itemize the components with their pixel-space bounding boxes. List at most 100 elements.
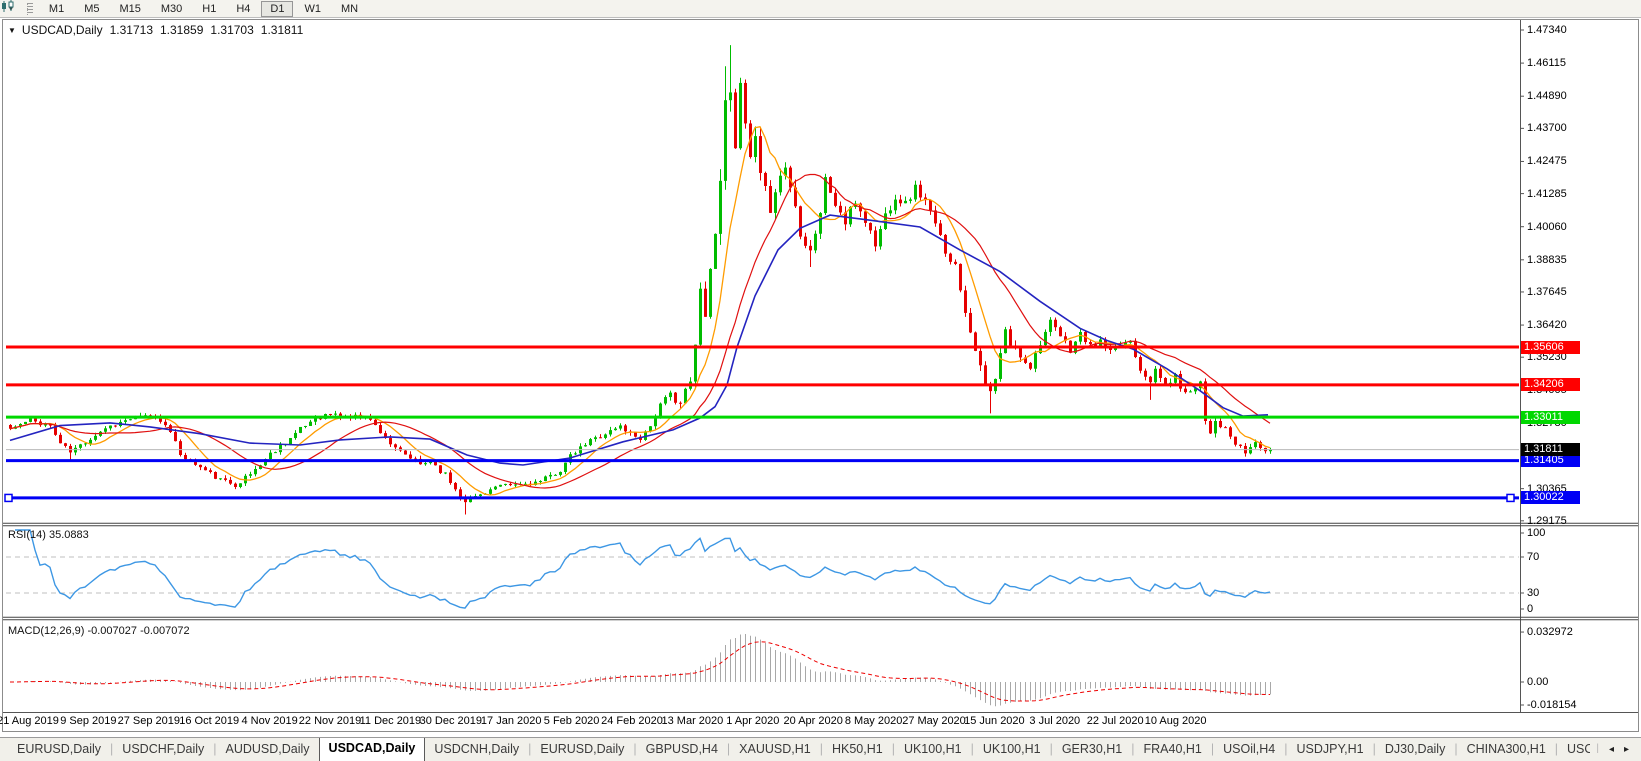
date-axis-label: 3 Jul 2020	[1029, 715, 1081, 727]
timeframe-button-m1[interactable]: M1	[48, 2, 65, 15]
chart-type-button[interactable]: ▼	[0, 0, 19, 16]
hline-price-tag[interactable]: 1.35606	[1521, 340, 1580, 354]
tab-gbpusd-h4[interactable]: GBPUSD,H4	[645, 742, 718, 756]
tab-separator: |	[1049, 742, 1053, 756]
price-tick-label: 1.29175	[1527, 514, 1567, 527]
tab-eurusd-daily[interactable]: EURUSD,Daily	[540, 742, 625, 756]
tab-separator: |	[1596, 743, 1599, 754]
tab-uk100-h1[interactable]: UK100,H1	[982, 742, 1041, 756]
date-axis-label: 9 Sep 2019	[60, 715, 117, 727]
date-axis-label: 30 Dec 2019	[419, 715, 482, 727]
date-axis-label: 11 Dec 2019	[359, 715, 422, 727]
open-value: 1.31713	[109, 23, 153, 37]
price-tick-label: 1.36420	[1527, 319, 1567, 332]
tab-separator: |	[1454, 742, 1458, 756]
date-axis-label: 27 Sep 2019	[117, 715, 180, 727]
tab-separator: |	[891, 742, 895, 756]
macd-tick-label: 0.00	[1527, 676, 1549, 688]
date-axis-label: 10 Aug 2020	[1144, 715, 1207, 727]
macd-tick-label: 0.032972	[1527, 626, 1573, 639]
tab-audusd-daily[interactable]: AUDUSD,Daily	[225, 742, 310, 756]
tab-eurusd-daily[interactable]: EURUSD,Daily	[17, 742, 102, 756]
toolbar: ▼ M1 M5 M15 M30 H1 H4 D1 W1 MN	[0, 0, 1641, 18]
tab-separator: |	[1284, 742, 1288, 756]
timeframe-button-mn[interactable]: MN	[340, 2, 359, 15]
price-tick-label: 1.40060	[1527, 220, 1567, 233]
tab-separator: |	[1554, 742, 1559, 756]
tab-fra40-h1[interactable]: FRA40,H1	[1143, 742, 1202, 756]
macd-tick-label: -0.018154	[1527, 699, 1577, 711]
high-value: 1.31859	[160, 23, 204, 37]
rsi-tick-label: 70	[1527, 551, 1540, 563]
date-axis-label: 13 Mar 2020	[661, 715, 724, 727]
date-axis-label: 21 Aug 2019	[0, 715, 59, 727]
tab-separator: |	[1372, 742, 1376, 756]
tab-scroll-left-button[interactable]: ◂	[1608, 743, 1614, 755]
timeframe-button-h4[interactable]: H4	[236, 2, 251, 15]
tab-hk50-h1[interactable]: HK50,H1	[831, 742, 883, 756]
rsi-tick-label: 100	[1527, 527, 1546, 539]
tab-usdcad-daily[interactable]: USDCAD,Daily	[318, 738, 426, 761]
close-value: 1.31811	[260, 23, 304, 37]
hline-price-tag[interactable]: 1.33011	[1521, 410, 1580, 424]
hline-price-tag[interactable]: 1.31405	[1521, 454, 1580, 468]
timeframe-button-m15[interactable]: M15	[119, 2, 141, 15]
date-axis-label: 16 Oct 2019	[179, 715, 240, 727]
timeframe-button-m5[interactable]: M5	[84, 2, 100, 15]
timeframe-button-d1[interactable]: D1	[261, 0, 294, 17]
price-tick-label: 1.41285	[1527, 187, 1567, 200]
price-tick-label: 1.44890	[1527, 90, 1567, 103]
price-tick-label: 1.46115	[1527, 57, 1566, 70]
date-axis-label: 22 Nov 2019	[298, 715, 362, 727]
tab-separator: |	[1210, 742, 1215, 756]
tab-ger30-h1[interactable]: GER30,H1	[1061, 742, 1123, 756]
tab-xauusd-h1[interactable]: XAUUSD,H1	[739, 742, 811, 756]
tab-uk100-h1[interactable]: UK100,H1	[903, 742, 962, 756]
low-value: 1.31703	[210, 23, 254, 37]
price-tick-label: 1.42475	[1527, 155, 1567, 168]
date-axis-label: 1 Apr 2020	[726, 715, 780, 727]
date-axis-label: 5 Feb 2020	[543, 715, 600, 727]
date-axis-label: 17 Jan 2020	[480, 715, 542, 727]
price-tick-label: 1.38835	[1527, 253, 1567, 266]
hline-price-tag[interactable]: 1.30022	[1521, 491, 1580, 505]
symbol-label: USDCAD,Daily	[21, 23, 103, 37]
chart-tab-bar: EURUSD,Daily | USDCHF,Daily | AUDUSD,Daily US…	[0, 737, 1641, 761]
chart-tabs: EURUSD,Daily | USDCHF,Daily | AUDUSD,Daily US…	[0, 738, 1590, 761]
hline-price-tag[interactable]: 1.34206	[1521, 378, 1580, 392]
tab-usdchf-daily[interactable]: USDCHF,Daily	[122, 742, 205, 756]
tab-separator: |	[1131, 742, 1135, 756]
tab-usoil-h1[interactable]: USOil,H1	[1567, 742, 1591, 756]
tab-dj30-daily[interactable]: DJ30,Daily	[1384, 742, 1446, 756]
rsi-tick-label: 0	[1527, 603, 1534, 615]
timeframe-button-w1[interactable]: W1	[304, 2, 321, 15]
price-tick-label: 1.37645	[1527, 285, 1567, 298]
tab-separator: |	[110, 742, 114, 756]
tab-separator: |	[970, 742, 974, 756]
date-axis-label: 24 Feb 2020	[601, 715, 663, 727]
date-axis-label: 4 Nov 2019	[241, 715, 298, 727]
rsi-indicator-label: RSI(14) 35.0883	[8, 529, 89, 541]
current-price-tag: 1.31811	[1521, 443, 1580, 457]
timeframe-button-h1[interactable]: H1	[202, 2, 217, 15]
tab-scroll-right-button[interactable]: ▸	[1623, 743, 1629, 755]
timeframe-buttons: M1 M5 M15 M30 H1 H4 D1 W1 MN	[39, 0, 368, 17]
macd-indicator-label: MACD(12,26,9) -0.007027 -0.007072	[8, 625, 190, 637]
tab-usdjpy-h1[interactable]: USDJPY,H1	[1296, 742, 1364, 756]
toolbar-grip[interactable]	[26, 2, 33, 15]
date-axis-label: 27 May 2020	[902, 715, 966, 727]
tab-usoil-h4[interactable]: USOil,H4	[1223, 742, 1276, 756]
tab-usdcnh-daily[interactable]: USDCNH,Daily	[434, 742, 520, 756]
tab-separator: |	[213, 742, 217, 756]
price-tick-label: 1.43700	[1527, 122, 1567, 135]
timeframe-button-m30[interactable]: M30	[160, 2, 183, 15]
tab-scroll-buttons: | ◂ ▸	[1590, 738, 1641, 760]
collapse-icon[interactable]: ▼	[8, 25, 16, 35]
tab-separator: |	[528, 742, 532, 756]
rsi-tick-label: 30	[1527, 587, 1540, 599]
price-tick-label: 1.35230	[1527, 351, 1567, 364]
tab-separator: |	[726, 742, 731, 756]
date-axis-label: 22 Jul 2020	[1086, 715, 1144, 727]
tab-china300-h1[interactable]: CHINA300,H1	[1466, 742, 1546, 756]
